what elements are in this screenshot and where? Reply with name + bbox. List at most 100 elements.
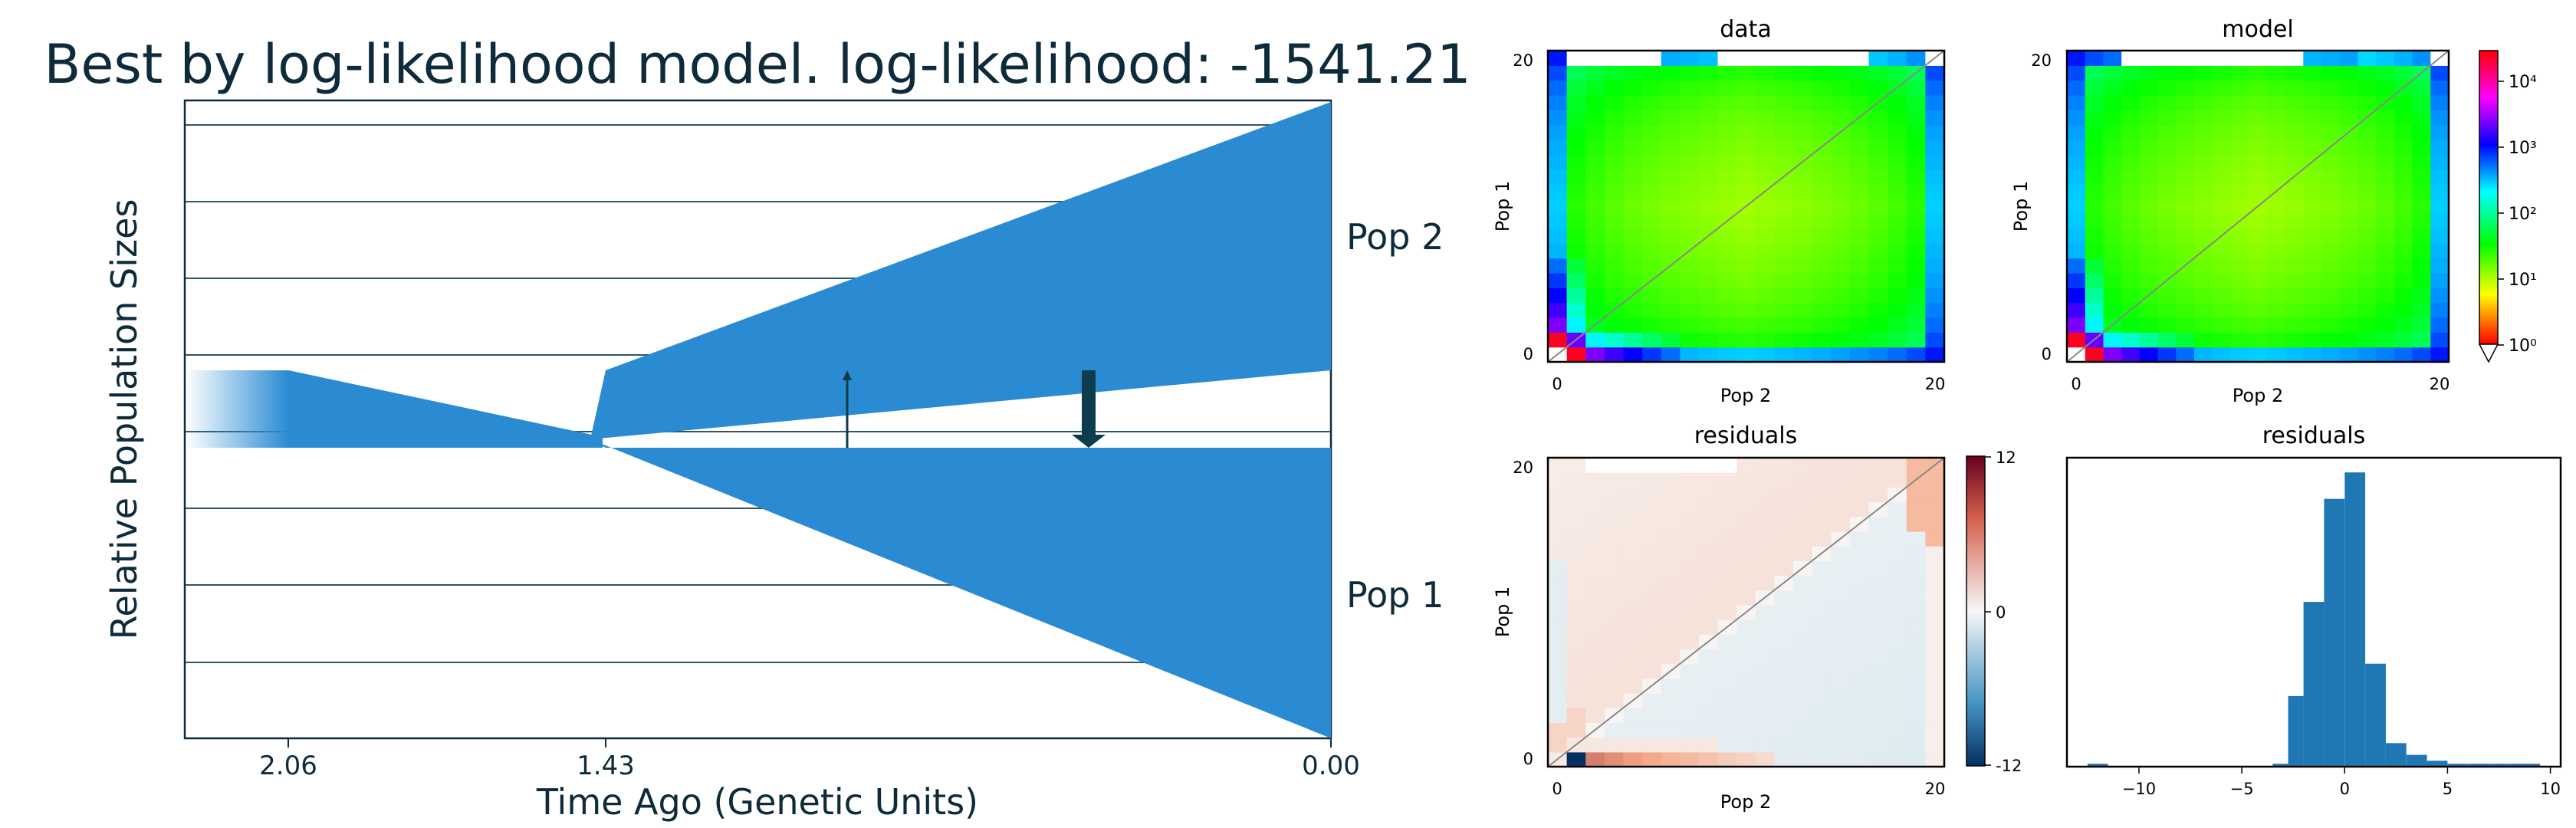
heatmap-cell: [2285, 51, 2304, 66]
residual-cell: [1604, 619, 1625, 635]
residual-cell: [1623, 604, 1643, 620]
heatmap-cell: [2176, 140, 2195, 155]
heatmap-cell: [2376, 140, 2395, 155]
heatmap-cell: [1698, 302, 1719, 318]
heatmap-cell: [2321, 184, 2341, 199]
heatmap-cell: [2412, 243, 2431, 259]
ancestral-population: [288, 370, 603, 448]
log-colorbar: [2479, 50, 2499, 345]
heatmap-cell: [2321, 258, 2341, 274]
heatmap-cell: [1548, 95, 1568, 110]
demography-plot: Best by log-likelihood model. log-likeli…: [44, 33, 1470, 823]
log-cb-tick-1e1: 10¹: [2509, 271, 2537, 290]
heatmap-cell: [2285, 258, 2304, 274]
heatmap-cell: [1585, 228, 1605, 244]
heatmap-cell: [2285, 273, 2304, 288]
residuals-xtick-20: 20: [1925, 780, 1946, 798]
heatmap-cell: [1868, 302, 1888, 318]
heatmap-cell: [2212, 288, 2232, 304]
heatmap-cell: [1868, 332, 1888, 348]
residual-cell: [1566, 501, 1586, 518]
residual-cell: [1868, 708, 1888, 724]
heatmap-cell: [2067, 317, 2086, 333]
heatmap-cell: [2303, 288, 2322, 304]
heatmap-cell: [2321, 95, 2341, 110]
heatmap-cell: [1849, 169, 1870, 185]
heatmap-cell: [1793, 213, 1813, 229]
heatmap-cell: [1566, 347, 1586, 363]
data-axes-frame: [1546, 49, 1946, 363]
heatmap-cell: [2266, 51, 2286, 66]
residual-cell: [1925, 516, 1945, 532]
residual-cell: [1774, 722, 1794, 738]
residual-cell: [1906, 634, 1926, 650]
residuals-ytick-0: 0: [1523, 750, 1533, 768]
time-tick-label: 1.43: [577, 751, 635, 781]
heatmap-cell: [2321, 199, 2341, 215]
heatmap-cell: [2412, 228, 2431, 244]
residual-cell: [1642, 663, 1662, 679]
residual-cell: [1604, 531, 1625, 547]
heatmap-cell: [2285, 243, 2304, 259]
data-ytick-0: 0: [1523, 345, 1533, 363]
heatmap-cell: [2194, 347, 2213, 363]
residual-cell: [1661, 575, 1681, 591]
heatmap-cell: [2157, 317, 2177, 333]
residual-cell: [1793, 472, 1813, 488]
heatmap-cell: [1623, 154, 1643, 170]
heatmap-cell: [2121, 317, 2141, 333]
heatmap-cell: [2176, 154, 2195, 170]
residual-cell: [1831, 560, 1851, 577]
heatmap-cell: [2394, 243, 2413, 259]
residual-cell: [1925, 472, 1945, 488]
residual-cell: [1812, 663, 1832, 679]
heatmap-cell: [2249, 332, 2268, 348]
residual-cell: [1812, 516, 1832, 532]
residual-cell: [1566, 634, 1586, 650]
residual-cell: [1623, 737, 1643, 753]
heatmap-cell: [1680, 140, 1700, 155]
residual-cell: [1623, 663, 1643, 679]
residual-cell: [1793, 678, 1813, 694]
residual-cell: [1888, 751, 1907, 767]
residual-cell: [1661, 531, 1681, 547]
heatmap-cell: [2394, 140, 2413, 155]
pop2-label: Pop 2: [1346, 216, 1444, 258]
heatmap-cell: [2249, 302, 2268, 318]
residual-cell: [1793, 634, 1813, 650]
heatmap-cell: [2266, 95, 2286, 110]
residual-cell: [1831, 472, 1851, 488]
residual-cell: [1680, 737, 1700, 753]
residual-cell: [1661, 693, 1681, 708]
residual-cell: [1831, 458, 1851, 473]
heatmap-cell: [1774, 302, 1794, 318]
residual-cell: [1737, 546, 1756, 561]
heatmap-cell: [1793, 110, 1813, 126]
heatmap-cell: [2157, 154, 2177, 170]
heatmap-cell: [2176, 124, 2195, 140]
residual-cell: [1925, 634, 1945, 650]
hist-tick-label: −10: [2122, 780, 2156, 798]
residuals-xlabel: Pop 2: [1720, 791, 1771, 813]
heatmap-cell: [1642, 288, 1662, 304]
residual-cell: [1849, 708, 1870, 724]
heatmap-cell: [2176, 80, 2195, 96]
heatmap-cell: [1925, 317, 1945, 333]
residual-cell: [1623, 634, 1643, 650]
heatmap-cell: [2285, 228, 2304, 244]
residual-cell: [1849, 458, 1870, 473]
heatmap-cell: [1774, 243, 1794, 259]
residual-cell: [1717, 487, 1737, 503]
data-xtick-0: 0: [1552, 375, 1562, 393]
residual-cell: [1812, 501, 1832, 518]
residual-cell: [1737, 737, 1756, 753]
residual-cell: [1906, 560, 1926, 577]
heatmap-cell: [1793, 124, 1813, 140]
residual-cell: [1868, 678, 1888, 694]
heatmap-cell: [1604, 288, 1625, 304]
heatmap-cell: [2230, 317, 2249, 333]
heatmap-cell: [2157, 80, 2177, 96]
heatmap-cell: [1849, 65, 1870, 81]
model-xtick-20: 20: [2430, 375, 2450, 393]
residual-cell: [1680, 634, 1700, 650]
